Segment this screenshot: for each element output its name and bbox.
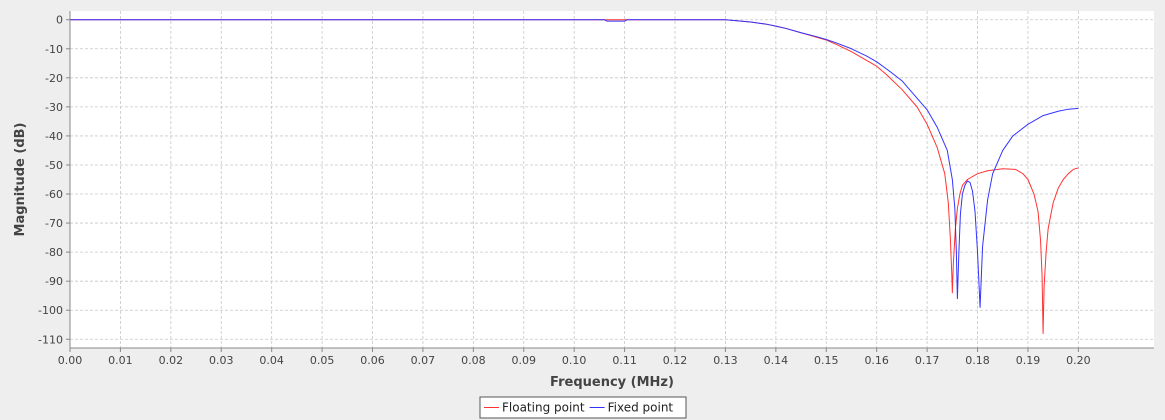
legend-item-label: Floating point [502, 401, 585, 415]
x-tick-label: 0.02 [159, 354, 184, 367]
x-tick-label: 0.14 [764, 354, 789, 367]
y-tick-label: -100 [38, 304, 63, 317]
x-tick-label: 0.19 [1016, 354, 1041, 367]
x-axis-label: Frequency (MHz) [550, 375, 674, 390]
x-tick-label: 0.20 [1066, 354, 1091, 367]
y-tick-label: -70 [45, 217, 63, 230]
x-tick-label: 0.05 [310, 354, 335, 367]
x-tick-label: 0.18 [965, 354, 990, 367]
y-tick-label: -80 [45, 246, 63, 259]
y-tick-label: 0 [56, 14, 63, 27]
x-tick-label: 0.13 [713, 354, 738, 367]
y-tick-label: -90 [45, 275, 63, 288]
x-tick-label: 0.15 [814, 354, 839, 367]
y-tick-label: -50 [45, 159, 63, 172]
y-tick-label: -110 [38, 333, 63, 346]
x-tick-label: 0.07 [411, 354, 436, 367]
x-tick-label: 0.16 [864, 354, 889, 367]
y-tick-label: -10 [45, 43, 63, 56]
x-tick-label: 0.09 [512, 354, 537, 367]
x-tick-label: 0.06 [360, 354, 385, 367]
legend: Floating point Fixed point [479, 396, 687, 419]
y-tick-label: -30 [45, 101, 63, 114]
series-line-fixed-point [70, 19, 1079, 308]
legend-box [479, 396, 687, 419]
legend-item-label: Fixed point [608, 401, 674, 415]
y-tick-label: -20 [45, 72, 63, 85]
y-tick-label: -60 [45, 188, 63, 201]
plot-area [70, 11, 1154, 348]
x-tick-label: 0.08 [461, 354, 486, 367]
x-tick-label: 0.01 [108, 354, 133, 367]
y-axis-label: Magnitude (dB) [13, 123, 28, 237]
x-tick-label: 0.17 [915, 354, 940, 367]
y-tick-label: -40 [45, 130, 63, 143]
x-tick-label: 0.04 [259, 354, 284, 367]
x-tick-label: 0.11 [612, 354, 637, 367]
x-tick-label: 0.10 [562, 354, 587, 367]
x-tick-label: 0.03 [209, 354, 234, 367]
x-tick-label: 0.12 [663, 354, 688, 367]
x-tick-label: 0.00 [58, 354, 83, 367]
